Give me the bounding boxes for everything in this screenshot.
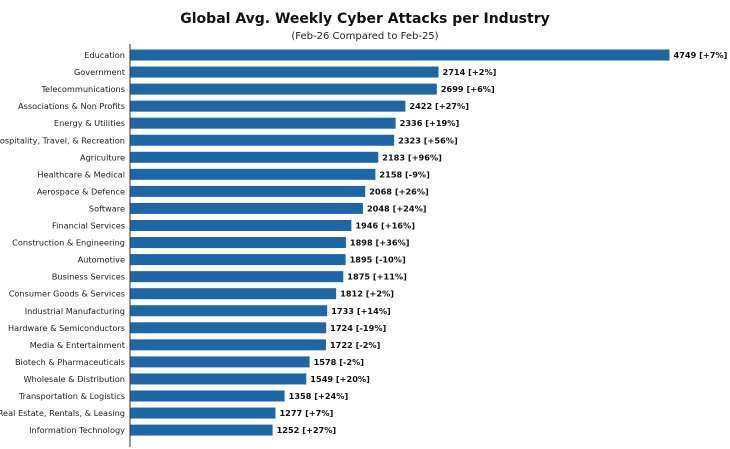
bar xyxy=(130,407,276,419)
data-label: 2699 [+6%] xyxy=(441,84,495,94)
data-label: 1722 [-2%] xyxy=(330,340,381,350)
data-label: 1549 [+20%] xyxy=(310,374,370,384)
bar xyxy=(130,356,310,368)
category-label: Automotive xyxy=(78,255,125,265)
bar xyxy=(130,288,337,300)
category-label: Education xyxy=(84,50,125,60)
data-label: 2422 [+27%] xyxy=(409,101,469,111)
bar xyxy=(130,305,328,317)
category-label: Wholesale & Distribution xyxy=(23,374,125,384)
category-label: Financial Services xyxy=(52,221,125,231)
category-label: Healthcare & Medical xyxy=(37,169,125,179)
data-label: 2336 [+19%] xyxy=(400,118,460,128)
category-label: Energy & Utilities xyxy=(54,118,125,128)
data-label: 1895 [-10%] xyxy=(350,255,406,265)
bar xyxy=(130,134,395,146)
bar xyxy=(130,49,670,61)
data-label: 1898 [+36%] xyxy=(350,238,410,248)
bar xyxy=(130,117,396,129)
category-label: Government xyxy=(74,67,126,77)
data-label: 1578 [-2%] xyxy=(314,357,365,367)
data-labels-group: 4749 [+7%] 2714 [+2%] 2699 [+6%] 2422 [+27%… xyxy=(277,50,728,435)
bar xyxy=(130,424,273,436)
bar xyxy=(130,83,437,95)
category-label: Agriculture xyxy=(80,152,125,162)
bar xyxy=(130,202,363,214)
data-label: 2158 [-9%] xyxy=(379,169,430,179)
bar xyxy=(130,100,406,112)
category-label: Associations & Non Profits xyxy=(18,101,125,111)
category-label: Biotech & Pharmaceuticals xyxy=(15,357,125,367)
data-label: 1358 [+24%] xyxy=(289,391,349,401)
bars-group xyxy=(130,49,670,436)
data-label: 1252 [+27%] xyxy=(277,425,337,435)
category-label: Consumer Goods & Services xyxy=(9,289,125,299)
bar xyxy=(130,151,379,163)
data-label: 2048 [+24%] xyxy=(367,203,427,213)
bar xyxy=(130,322,327,334)
category-label: Construction & Engineering xyxy=(12,238,125,248)
data-label: 2714 [+2%] xyxy=(443,67,497,77)
bar xyxy=(130,185,366,197)
data-label: 1277 [+7%] xyxy=(279,408,333,418)
category-label: Hospitality, Travel, & Recreation xyxy=(0,135,125,145)
category-label: Business Services xyxy=(52,272,125,282)
category-label: Information Technology xyxy=(29,425,125,435)
data-label: 1724 [-19%] xyxy=(330,323,386,333)
category-label: Telecommunications xyxy=(40,84,125,94)
bar xyxy=(130,390,285,402)
bar xyxy=(130,271,344,283)
category-label: Hardware & Semiconductors xyxy=(8,323,125,333)
category-label: Industrial Manufacturing xyxy=(25,306,125,316)
category-label: Software xyxy=(89,203,125,213)
bar xyxy=(130,66,439,78)
data-label: 2068 [+26%] xyxy=(369,186,429,196)
bar xyxy=(130,339,326,351)
category-label: Real Estate, Rentals, & Leasing xyxy=(0,408,125,418)
bar xyxy=(130,373,307,385)
data-label: 1733 [+14%] xyxy=(331,306,391,316)
bar xyxy=(130,237,346,249)
bar xyxy=(130,220,352,231)
category-label: Media & Entertainment xyxy=(30,340,126,350)
bar xyxy=(130,254,346,266)
data-label: 1875 [+11%] xyxy=(347,272,407,282)
bar xyxy=(130,168,376,180)
category-label: Aerospace & Defence xyxy=(37,186,125,196)
data-label: 4749 [+7%] xyxy=(674,50,728,60)
data-label: 2323 [+56%] xyxy=(398,135,458,145)
chart-title: Global Avg. Weekly Cyber Attacks per Ind… xyxy=(180,11,549,27)
data-label: 2183 [+96%] xyxy=(382,152,442,162)
data-label: 1812 [+2%] xyxy=(340,289,394,299)
category-label: Transportation & Logistics xyxy=(18,391,125,401)
category-labels-group: Education Government Telecommunications Ass… xyxy=(0,50,126,435)
data-label: 1946 [+16%] xyxy=(355,221,415,231)
chart-subtitle: (Feb-26 Compared to Feb-25) xyxy=(291,31,438,42)
